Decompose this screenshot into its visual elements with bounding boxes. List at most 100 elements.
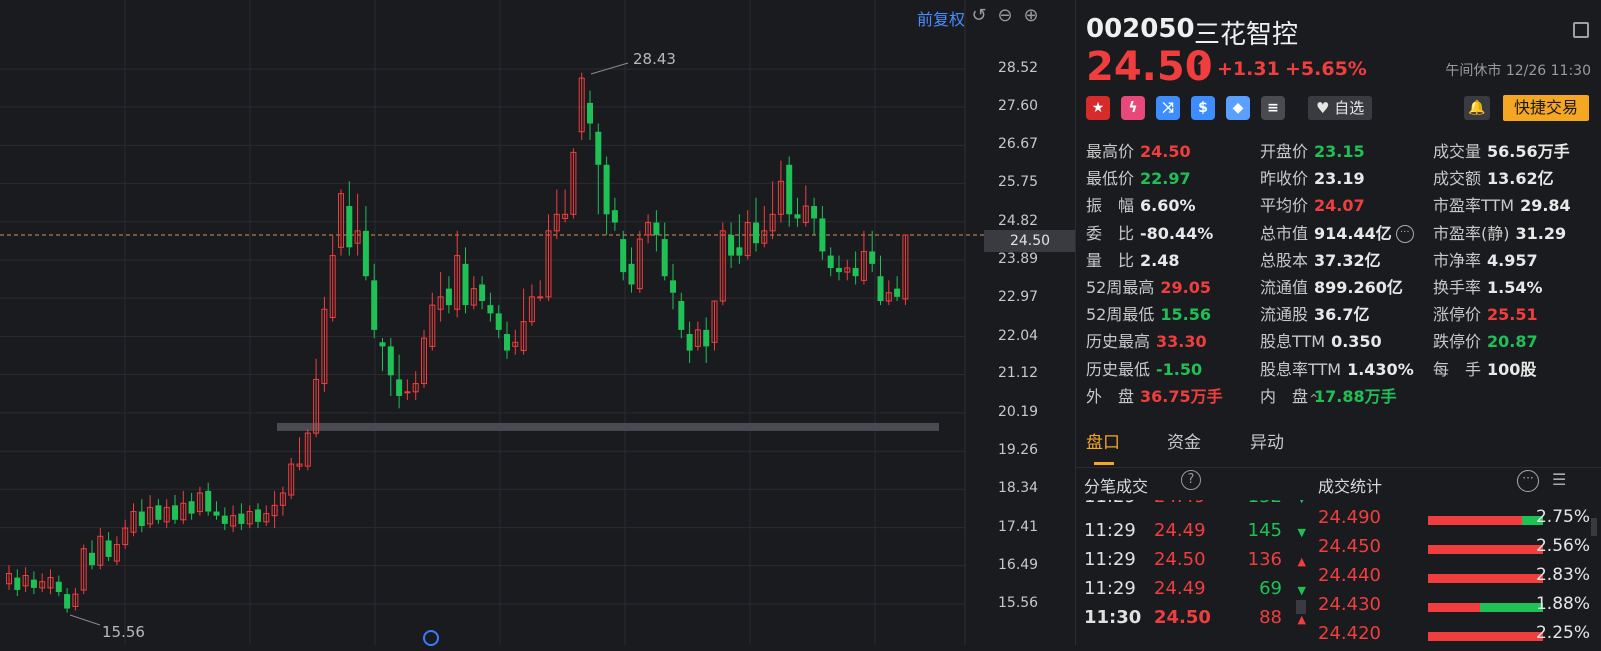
buy-bar — [1428, 574, 1543, 583]
more-icon[interactable]: ··· — [1395, 225, 1414, 244]
candle-body — [528, 296, 535, 323]
quote-value: 36.7亿 — [1314, 305, 1370, 325]
quote-label: 最高价 — [1086, 142, 1135, 161]
candle-body — [537, 296, 544, 299]
ticks-scrollbar[interactable] — [1296, 600, 1306, 614]
candle-body — [719, 230, 726, 302]
candle-body — [860, 250, 867, 281]
layout-icon[interactable] — [1573, 22, 1589, 38]
quote-value: -80.44% — [1140, 223, 1214, 243]
sell-bar — [1479, 603, 1543, 612]
quote-label: 成交额 — [1433, 169, 1482, 189]
tab-yidong[interactable]: 异动 — [1250, 433, 1284, 453]
quote-value: 15.56 — [1160, 305, 1211, 325]
candle-body — [263, 513, 270, 523]
tick-time: 11:29 — [1084, 578, 1136, 599]
candle-body — [479, 284, 486, 301]
candle-body — [288, 463, 295, 496]
candlestick-plot[interactable]: 28.43 15.56 — [0, 0, 1072, 645]
tick-price: 24.50 — [1154, 607, 1211, 628]
tick-time: 11:30 — [1084, 607, 1142, 628]
shuffle-icon[interactable]: ⤨ — [1156, 96, 1180, 120]
stats-price: 24.450 — [1318, 536, 1381, 557]
tabs-divider — [1076, 467, 1601, 468]
y-axis-label: 19.26 — [998, 442, 1039, 459]
y-axis-label: 17.41 — [998, 518, 1039, 535]
collapse-icon[interactable]: ⌃ — [1308, 392, 1320, 408]
candle-body — [777, 180, 784, 215]
lightning-icon[interactable]: ϟ — [1121, 96, 1145, 120]
tag-icon[interactable]: ◆ — [1226, 96, 1250, 120]
buy-bar — [1428, 516, 1523, 525]
tick-time: 11:29 — [1084, 500, 1136, 507]
candle-body — [354, 230, 361, 244]
quote-item: 历史最低 -1.50 — [1086, 356, 1202, 380]
quote-label: 平均价 — [1260, 196, 1309, 216]
quote-item: 历史最高 33.30 — [1086, 328, 1207, 352]
candle-body — [645, 222, 652, 236]
quote-label: 股息率TTM — [1260, 359, 1342, 379]
fuquan-toggle[interactable]: 前复权 — [917, 10, 966, 29]
quote-label: 内 盘 — [1260, 386, 1309, 406]
candle-body — [338, 193, 344, 248]
candle-body — [495, 313, 502, 330]
quote-value: 100股 — [1487, 359, 1537, 379]
candle-body — [587, 102, 593, 124]
kline-chart[interactable]: 28.43 15.56 前复权 ↺ ⊖ ⊕ 28.52 27.60 26.67 25.7… — [0, 0, 1076, 646]
stock-code: 002050 — [1086, 14, 1195, 44]
quote-value: 914.44亿 — [1314, 223, 1392, 243]
zoom-out-icon[interactable]: ⊖ — [997, 5, 1013, 26]
candle-body — [603, 164, 610, 215]
quote-item: 股息率TTM 1.430% — [1260, 356, 1414, 380]
quote-item: 成交量 56.56万手 — [1433, 138, 1570, 162]
candle-body — [744, 222, 751, 257]
candle-body — [786, 164, 793, 215]
bell-icon[interactable]: 🔔 — [1464, 96, 1490, 120]
sell-bar — [1522, 516, 1543, 525]
quote-value: 2.48 — [1140, 250, 1180, 270]
triangle-down-icon: ▼ — [1298, 500, 1306, 505]
ticks-title: 分笔成交 — [1084, 477, 1149, 496]
candle-body — [421, 337, 427, 385]
triangle-up-icon: ▲ — [1297, 555, 1306, 568]
candle-body — [321, 308, 328, 385]
candle-body — [329, 255, 336, 319]
tick-price: 24.49 — [1154, 520, 1206, 541]
tick-price: 24.49 — [1154, 578, 1206, 599]
candle-body — [553, 213, 560, 232]
tab-underline — [1094, 462, 1114, 465]
candle-body — [570, 151, 577, 215]
quote-item: 52周最高 29.05 — [1086, 274, 1211, 298]
candle-body — [80, 548, 87, 591]
quote-value: -1.50 — [1156, 359, 1203, 379]
quote-value: 23.19 — [1314, 169, 1365, 189]
tick-time: 11:29 — [1084, 549, 1136, 570]
stats-scrollbar[interactable] — [1591, 518, 1597, 536]
more-icon[interactable]: ··· — [1517, 470, 1539, 492]
y-axis-label: 15.56 — [998, 595, 1039, 611]
quote-label: 总市值 — [1260, 223, 1309, 243]
zoom-in-icon[interactable]: ⊕ — [1023, 5, 1039, 26]
china-flag-icon[interactable]: ★ — [1086, 96, 1110, 120]
quote-label: 市盈率TTM — [1433, 196, 1515, 216]
candle-body — [155, 505, 162, 520]
quote-item: 最高价 24.50 — [1086, 138, 1191, 162]
quote-value: 899.260亿 — [1314, 278, 1403, 297]
quote-label: 股息TTM — [1260, 332, 1326, 352]
quote-item: 量 比 2.48 — [1086, 247, 1180, 271]
quick-trade-button[interactable]: 快捷交易 — [1503, 95, 1589, 121]
quote-item: 平均价 24.07 — [1260, 192, 1365, 216]
help-icon[interactable]: ? — [1181, 470, 1201, 490]
dollar-icon[interactable]: $ — [1191, 96, 1215, 120]
quote-value: 56.56万手 — [1487, 142, 1570, 161]
target-icon[interactable] — [423, 630, 439, 646]
tab-zijin[interactable]: 资金 — [1167, 433, 1201, 453]
candle-body — [55, 581, 62, 593]
add-watchlist-button[interactable]: ♥ 自选 — [1308, 96, 1373, 120]
quote-label: 历史最低 — [1086, 359, 1151, 379]
undo-icon[interactable]: ↺ — [971, 5, 987, 26]
quote-value: 22.97 — [1140, 169, 1191, 189]
tab-pankou[interactable]: 盘口 — [1086, 433, 1120, 453]
note-icon[interactable]: ≡ — [1261, 96, 1285, 120]
list-icon[interactable]: ☰ — [1552, 470, 1567, 489]
